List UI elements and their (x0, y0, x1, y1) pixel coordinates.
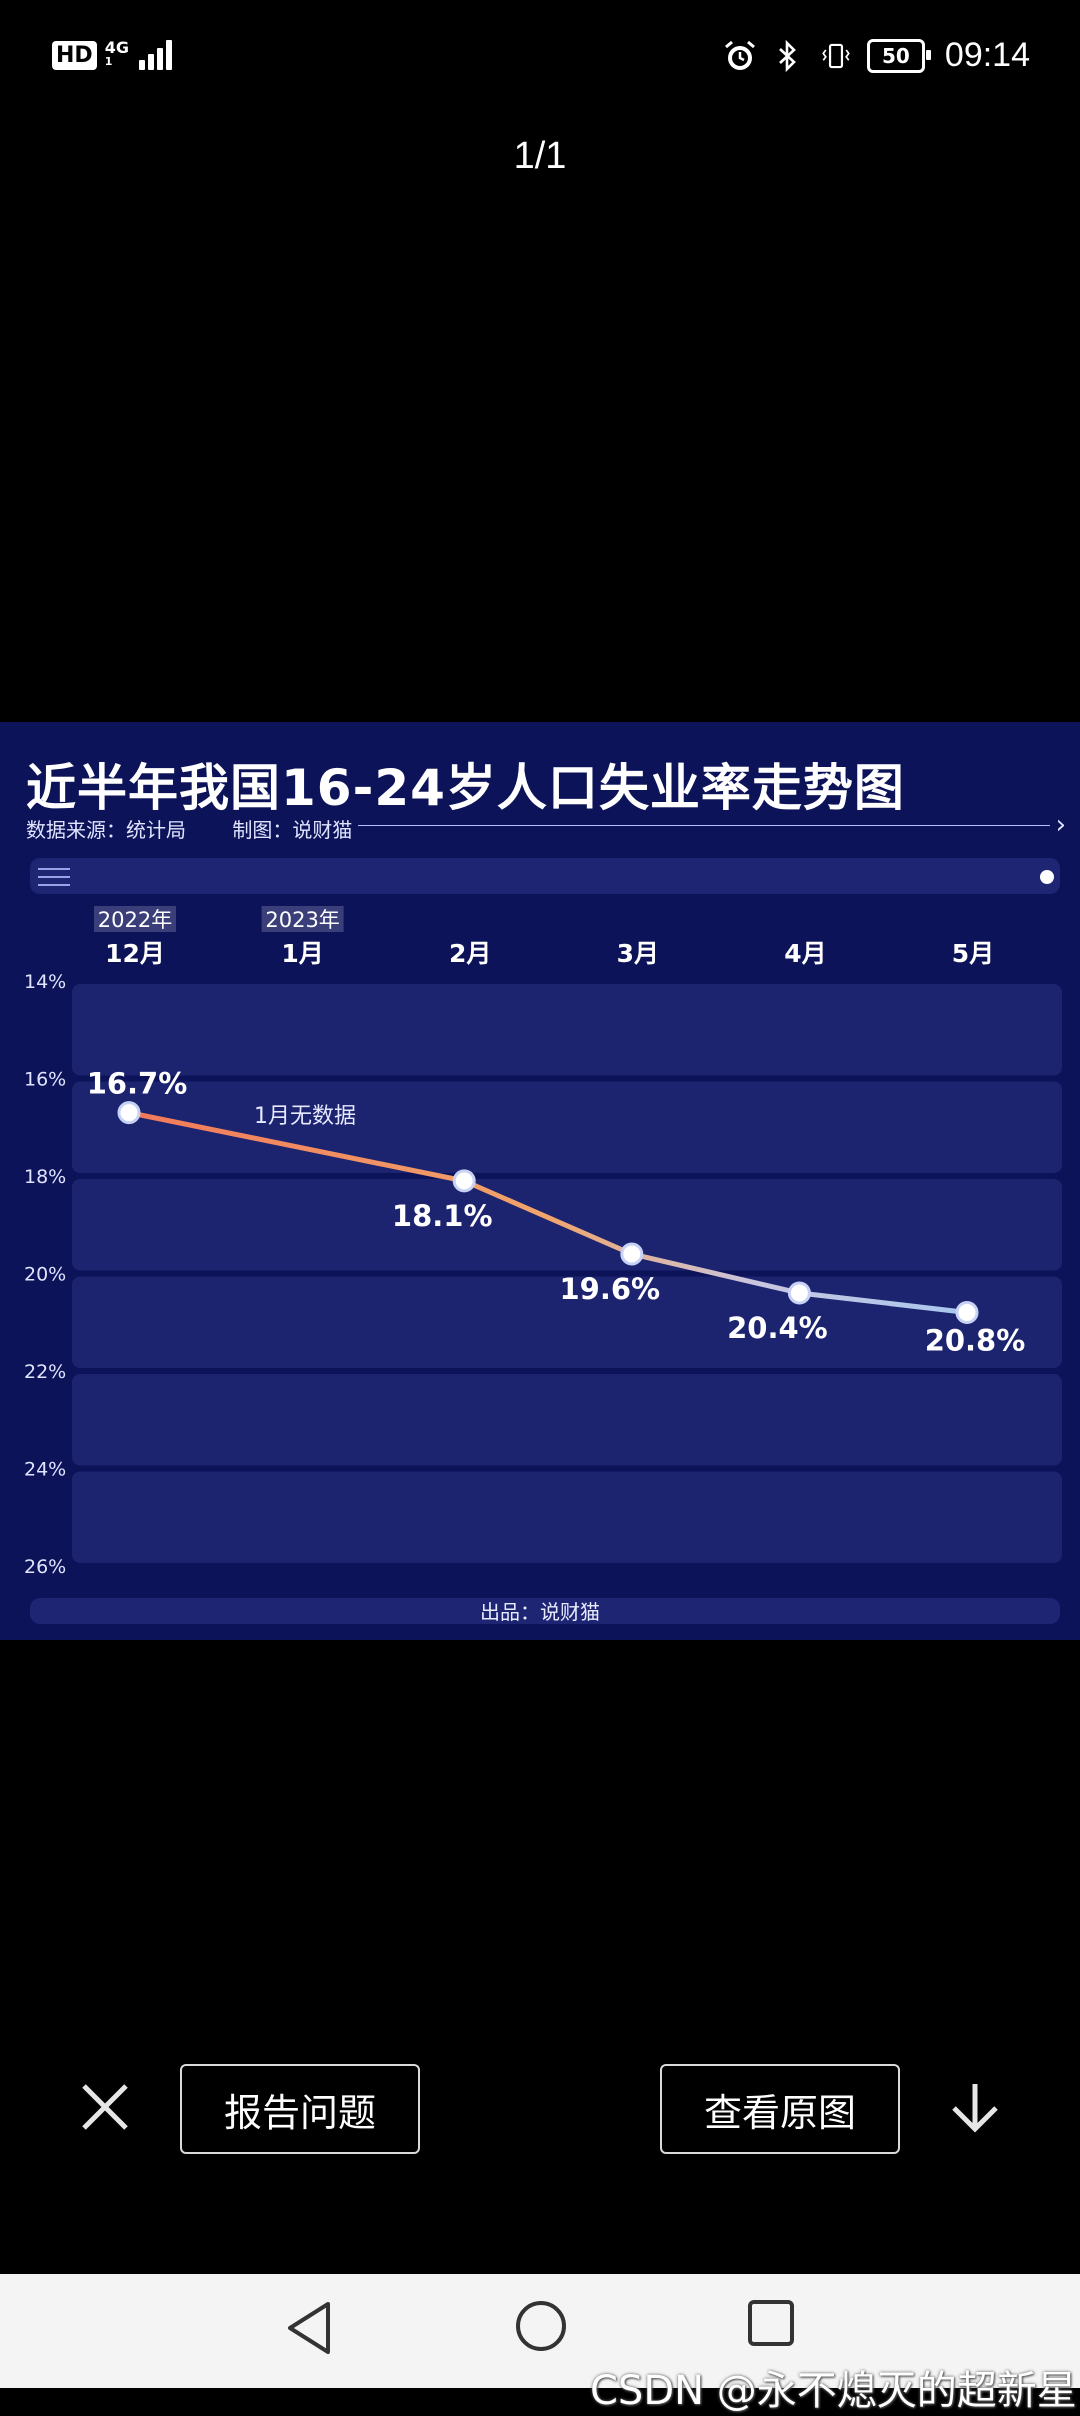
watermark: CSDN @永不熄灭的超新星 (590, 2368, 1077, 2414)
network-type: 4G 1 (104, 38, 129, 69)
year-tag: 2023年 (265, 908, 339, 932)
download-icon[interactable] (946, 2078, 1004, 2136)
grid-band (72, 984, 1062, 1076)
x-tick-label: 1月 (281, 939, 323, 968)
clock: 09:14 (944, 36, 1030, 74)
chart-title: 近半年我国16-24岁人口失业率走势图 (26, 759, 905, 817)
source-row: 数据来源：统计局 制图：说财猫 (26, 814, 392, 843)
y-tick-label: 18% (24, 1166, 66, 1188)
hd-badge: HD (52, 40, 97, 70)
grid-band (72, 1081, 1062, 1173)
status-bar: HD 4G 1 50 09:14 (0, 0, 1080, 120)
report-problem-button[interactable]: 报告问题 (180, 2064, 420, 2154)
slider-track (30, 858, 1060, 894)
data-point (117, 1101, 141, 1125)
data-labels: 16.7% 18.1% 19.6% 20.4% 20.8% (87, 1067, 1026, 1358)
y-tick-label: 26% (24, 1556, 66, 1578)
grid-band (72, 1471, 1062, 1563)
data-point (620, 1242, 644, 1266)
data-label: 16.7% (87, 1067, 188, 1101)
year-tags: 2022年 2023年 (94, 906, 344, 932)
view-original-button[interactable]: 查看原图 (660, 2064, 900, 2154)
x-tick-label: 3月 (617, 939, 659, 968)
grid-band (72, 1276, 1062, 1368)
status-left: HD 4G 1 (52, 40, 172, 70)
chart-image[interactable]: 近半年我国16-24岁人口失业率走势图 数据来源：统计局 制图：说财猫 › 14… (0, 722, 1080, 1640)
network-sub-label: 1 (104, 55, 113, 68)
data-point (787, 1281, 811, 1305)
page-counter: 1/1 (513, 135, 567, 177)
year-tag: 2022年 (98, 908, 172, 932)
alarm-icon (723, 39, 757, 73)
y-tick-label: 14% (24, 971, 66, 993)
year-tag-bg (94, 906, 176, 932)
y-axis-ticks: 14% 16% 18% 20% 22% 24% 26% (24, 971, 66, 1578)
title-underline (358, 825, 1050, 826)
year-tag-bg (261, 906, 344, 932)
series-line (117, 1101, 979, 1324)
home-icon[interactable] (514, 2298, 568, 2354)
y-tick-label: 22% (24, 1361, 66, 1383)
data-point (452, 1169, 476, 1193)
back-icon[interactable] (284, 2300, 334, 2356)
data-label: 19.6% (559, 1272, 660, 1306)
footer-bar (30, 1598, 1060, 1624)
x-axis-ticks: 12月 1月 2月 3月 4月 5月 (105, 939, 994, 968)
navigation-bar (0, 2274, 1080, 2388)
data-label: 20.4% (727, 1311, 828, 1345)
menu-icon (38, 868, 70, 892)
grid-band (72, 1374, 1062, 1466)
x-tick-label: 4月 (784, 939, 826, 968)
producer-label: 出品：说财猫 (480, 1600, 600, 1624)
close-icon[interactable] (78, 2080, 132, 2134)
x-tick-label: 12月 (105, 939, 165, 968)
data-point (955, 1301, 979, 1324)
data-label: 20.8% (925, 1324, 1026, 1358)
bluetooth-icon (771, 39, 805, 73)
chart-maker: 制图：说财猫 (232, 818, 353, 842)
line-chart: 14% 16% 18% 20% 22% 24% 26% 12月 1月 2月 3月 4月 5月 2022… (24, 906, 1062, 1578)
y-tick-label: 20% (24, 1264, 66, 1286)
slider-dot-icon (1040, 870, 1054, 884)
x-tick-label: 5月 (952, 939, 994, 968)
status-right: 50 09:14 (723, 36, 1030, 75)
vibrate-icon (819, 39, 853, 73)
y-tick-label: 16% (24, 1069, 66, 1091)
data-label: 18.1% (392, 1199, 493, 1233)
network-type-label: 4G (104, 38, 129, 57)
signal-icon (138, 40, 172, 70)
recent-apps-icon[interactable] (746, 2298, 796, 2352)
x-tick-label: 2月 (449, 939, 491, 968)
no-data-note: 1月无数据 (254, 1104, 356, 1129)
y-tick-label: 24% (24, 1459, 66, 1481)
chevron-right-icon: › (1055, 810, 1066, 840)
battery-icon: 50 (866, 38, 931, 73)
data-source: 数据来源：统计局 (26, 818, 186, 842)
